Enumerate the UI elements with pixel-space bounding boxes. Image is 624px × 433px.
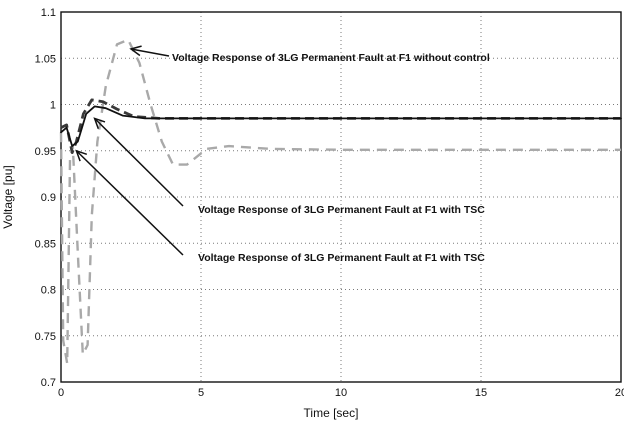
y-tick-label: 0.9 [41, 192, 56, 204]
annotation-label: Voltage Response of 3LG Permanent Fault … [198, 204, 485, 216]
annotation-layer: Voltage Response of 3LG Permanent Fault … [75, 45, 490, 264]
annotation-arrow-shaft [130, 48, 170, 57]
annotation-label: Voltage Response of 3LG Permanent Fault … [198, 252, 485, 264]
grid-layer [61, 12, 621, 382]
x-tick-label: 0 [58, 387, 64, 399]
x-tick-label: 15 [475, 387, 487, 399]
annotation-arrow-head [93, 117, 106, 129]
y-tick-label: 1 [50, 100, 56, 112]
series-line-2 [60, 98, 621, 154]
y-tick-label: 0.75 [35, 331, 56, 343]
y-tick-label: 1.05 [35, 53, 56, 65]
y-tick-label: 0.95 [35, 146, 56, 158]
x-tick-label: 10 [335, 387, 347, 399]
annotation-arrow-shaft [94, 117, 184, 207]
x-axis-label: Time [sec] [304, 406, 359, 420]
tick-layer: 0 5 10 15 20 0.7 0.75 0.8 0.85 0.9 0.95 1 1.05 1.1 [35, 7, 624, 399]
y-tick-label: 0.85 [35, 238, 56, 250]
plot-frame [60, 11, 622, 383]
series-line-3 [60, 105, 622, 147]
x-tick-label: 20 [615, 387, 624, 399]
x-tick-label: 5 [198, 387, 204, 399]
annotation-label: Voltage Response of 3LG Permanent Fault … [172, 52, 490, 64]
y-tick-label: 0.8 [41, 285, 56, 297]
annotation-arrow-head [75, 149, 88, 162]
y-axis-label: Voltage [pu] [1, 165, 15, 228]
series-layer [59, 38, 622, 365]
y-tick-label: 1.1 [41, 7, 56, 19]
annotation-arrow-shaft [75, 150, 184, 256]
annotation-arrow-head [129, 45, 142, 57]
y-tick-label: 0.7 [41, 377, 56, 389]
